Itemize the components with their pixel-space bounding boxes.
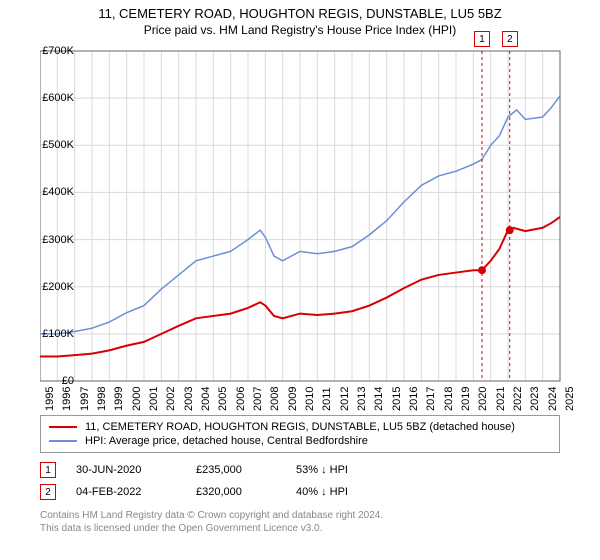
footer-line-1: Contains HM Land Registry data © Crown c… — [40, 509, 560, 522]
x-tick-label: 2007 — [252, 387, 264, 411]
x-tick-label: 2021 — [495, 387, 507, 411]
event-price: £235,000 — [196, 464, 276, 476]
x-tick-label: 2008 — [269, 387, 281, 411]
x-tick-label: 2017 — [425, 387, 437, 411]
x-tick-label: 2001 — [148, 387, 160, 411]
legend-label: HPI: Average price, detached house, Cent… — [85, 435, 368, 447]
x-tick-label: 2013 — [356, 387, 368, 411]
event-diff: 53% ↓ HPI — [296, 464, 386, 476]
x-tick-label: 2020 — [477, 387, 489, 411]
legend-swatch — [49, 440, 77, 442]
event-price: £320,000 — [196, 486, 276, 498]
x-tick-label: 2005 — [217, 387, 229, 411]
x-tick-label: 2003 — [183, 387, 195, 411]
x-tick-label: 2010 — [304, 387, 316, 411]
x-tick-label: 2022 — [512, 387, 524, 411]
x-tick-label: 1999 — [113, 387, 125, 411]
x-tick-label: 2006 — [235, 387, 247, 411]
footer-attribution: Contains HM Land Registry data © Crown c… — [40, 509, 560, 535]
legend-item: 11, CEMETERY ROAD, HOUGHTON REGIS, DUNST… — [49, 420, 551, 434]
x-tick-label: 2000 — [131, 387, 143, 411]
chart-event-marker: 1 — [474, 31, 490, 47]
event-marker-box: 1 — [40, 462, 56, 478]
chart-event-marker: 2 — [502, 31, 518, 47]
y-tick-label: £0 — [62, 375, 74, 387]
x-tick-label: 1998 — [96, 387, 108, 411]
x-tick-label: 2024 — [547, 387, 559, 411]
chart-area: 12£0£100K£200K£300K£400K£500K£600K£700K1… — [40, 41, 600, 411]
legend-item: HPI: Average price, detached house, Cent… — [49, 434, 551, 448]
event-row: 1 30-JUN-2020 £235,000 53% ↓ HPI — [40, 459, 560, 481]
legend-swatch — [49, 426, 77, 428]
footer-line-2: This data is licensed under the Open Gov… — [40, 522, 560, 535]
y-tick-label: £200K — [42, 281, 74, 293]
y-tick-label: £600K — [42, 92, 74, 104]
legend-label: 11, CEMETERY ROAD, HOUGHTON REGIS, DUNST… — [85, 421, 515, 433]
x-tick-label: 2011 — [321, 387, 333, 411]
y-tick-label: £300K — [42, 234, 74, 246]
y-tick-label: £700K — [42, 45, 74, 57]
x-tick-label: 2002 — [165, 387, 177, 411]
x-tick-label: 2016 — [408, 387, 420, 411]
y-tick-label: £400K — [42, 186, 74, 198]
legend: 11, CEMETERY ROAD, HOUGHTON REGIS, DUNST… — [40, 415, 560, 453]
x-tick-label: 2004 — [200, 387, 212, 411]
chart-svg — [40, 41, 600, 411]
event-row: 2 04-FEB-2022 £320,000 40% ↓ HPI — [40, 481, 560, 503]
chart-title: 11, CEMETERY ROAD, HOUGHTON REGIS, DUNST… — [0, 0, 600, 21]
x-tick-label: 2015 — [391, 387, 403, 411]
event-date: 04-FEB-2022 — [76, 486, 176, 498]
x-tick-label: 2009 — [287, 387, 299, 411]
event-diff: 40% ↓ HPI — [296, 486, 386, 498]
x-tick-label: 1995 — [44, 387, 56, 411]
x-tick-label: 2018 — [443, 387, 455, 411]
x-tick-label: 2012 — [339, 387, 351, 411]
x-tick-label: 2014 — [373, 387, 385, 411]
event-table: 1 30-JUN-2020 £235,000 53% ↓ HPI 2 04-FEB-202… — [40, 459, 560, 503]
event-date: 30-JUN-2020 — [76, 464, 176, 476]
x-tick-label: 1996 — [61, 387, 73, 411]
event-marker-box: 2 — [40, 484, 56, 500]
y-tick-label: £100K — [42, 328, 74, 340]
x-tick-label: 2019 — [460, 387, 472, 411]
y-tick-label: £500K — [42, 139, 74, 151]
x-tick-label: 1997 — [79, 387, 91, 411]
x-tick-label: 2025 — [564, 387, 576, 411]
x-tick-label: 2023 — [529, 387, 541, 411]
